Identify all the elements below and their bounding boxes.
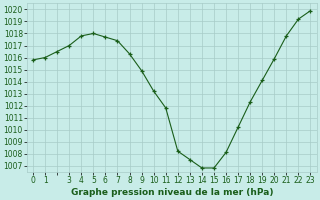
X-axis label: Graphe pression niveau de la mer (hPa): Graphe pression niveau de la mer (hPa) (70, 188, 273, 197)
